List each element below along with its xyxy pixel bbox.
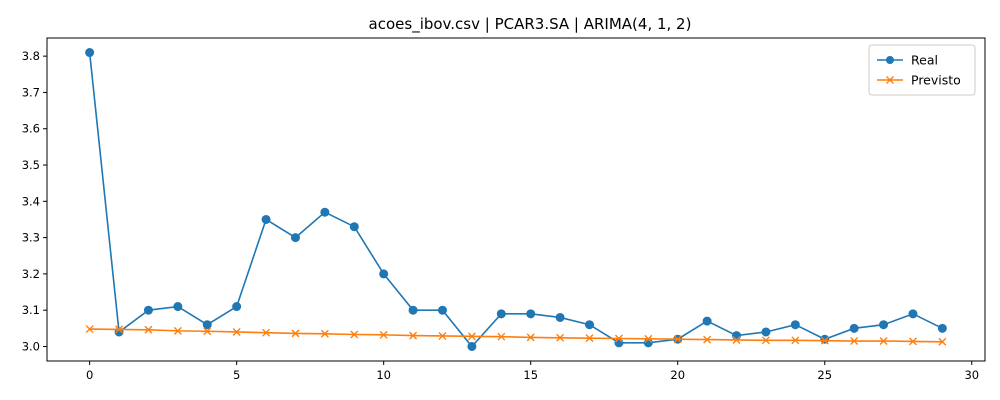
y-tick-label: 3.4 (22, 194, 40, 208)
data-point (526, 333, 535, 342)
legend-label: Real (911, 53, 938, 68)
data-point (614, 338, 624, 348)
y-tick-label: 3.3 (22, 231, 40, 245)
data-point (290, 233, 300, 243)
x-tick-label: 5 (233, 368, 240, 382)
data-point (732, 331, 742, 341)
data-point (467, 332, 476, 341)
chart-title: acoes_ibov.csv | PCAR3.SA | ARIMA(4, 1, … (369, 15, 692, 34)
data-point (879, 320, 889, 330)
y-tick-label: 3.8 (22, 49, 40, 63)
data-point (643, 338, 653, 348)
data-point (703, 335, 712, 344)
data-point (702, 316, 712, 326)
data-point (85, 48, 95, 58)
y-tick-label: 3.7 (22, 85, 40, 99)
x-tick-label: 25 (817, 368, 832, 382)
data-point (173, 302, 183, 312)
x-tick-label: 20 (670, 368, 685, 382)
data-point (556, 333, 565, 342)
data-point (497, 332, 506, 341)
x-tick-label: 10 (376, 368, 391, 382)
series-line-real (88, 52, 943, 348)
data-point (143, 305, 153, 315)
data-point (262, 328, 271, 337)
data-point (908, 309, 918, 319)
data-point (585, 320, 595, 330)
y-tick-label: 3.6 (22, 122, 40, 136)
data-point (761, 327, 771, 337)
legend-box (868, 44, 976, 96)
data-point (232, 327, 241, 336)
x-tick-label: 15 (523, 368, 538, 382)
data-point (438, 331, 447, 340)
x-tick-label: 30 (964, 368, 979, 382)
legend-marker (886, 56, 894, 64)
legend: Real Previsto (868, 44, 976, 96)
data-point (349, 222, 359, 232)
data-point (202, 320, 212, 330)
series-real (85, 48, 947, 351)
y-tick-label: 3.1 (22, 303, 40, 317)
data-point (673, 335, 682, 344)
data-point (938, 337, 947, 346)
data-point (820, 336, 829, 345)
data-point (849, 323, 859, 333)
data-point (320, 329, 329, 338)
legend-label: Previsto (911, 73, 961, 88)
data-point (761, 336, 770, 345)
series-previsto (85, 325, 947, 346)
data-point (408, 305, 418, 315)
data-point (437, 305, 447, 315)
data-point (173, 326, 182, 335)
data-point (85, 325, 94, 334)
data-point (379, 330, 388, 339)
y-tick-label: 3.0 (22, 339, 40, 353)
y-tick-label: 3.2 (22, 267, 40, 281)
data-point (496, 309, 506, 319)
plot-area: 0 5 10 15 20 25 30 3.0 3.1 3.2 3.3 3.4 3.5 3.6 3.7 3.8 R… (22, 37, 986, 382)
data-point (850, 337, 859, 346)
data-point (585, 334, 594, 343)
data-point (409, 331, 418, 340)
data-point (526, 309, 536, 319)
data-point (732, 335, 741, 344)
data-point (467, 341, 477, 351)
data-point (203, 327, 212, 336)
data-point (908, 337, 917, 346)
x-tick-label: 0 (86, 368, 93, 382)
data-point (555, 312, 565, 322)
data-point (614, 334, 623, 343)
data-point (350, 330, 359, 339)
data-point (144, 325, 153, 334)
data-point (790, 320, 800, 330)
legend-marker (886, 76, 894, 84)
data-point (820, 334, 830, 344)
data-point (291, 329, 300, 338)
data-point (320, 207, 330, 217)
y-tick-label: 3.5 (22, 158, 40, 172)
data-point (261, 214, 271, 224)
data-point (379, 269, 389, 279)
data-point (232, 302, 242, 312)
axes-frame (46, 37, 986, 362)
series-line-previsto (89, 328, 943, 343)
data-point (115, 325, 124, 334)
data-point (644, 334, 653, 343)
data-point (937, 323, 947, 333)
data-point (879, 337, 888, 346)
data-point (791, 336, 800, 345)
